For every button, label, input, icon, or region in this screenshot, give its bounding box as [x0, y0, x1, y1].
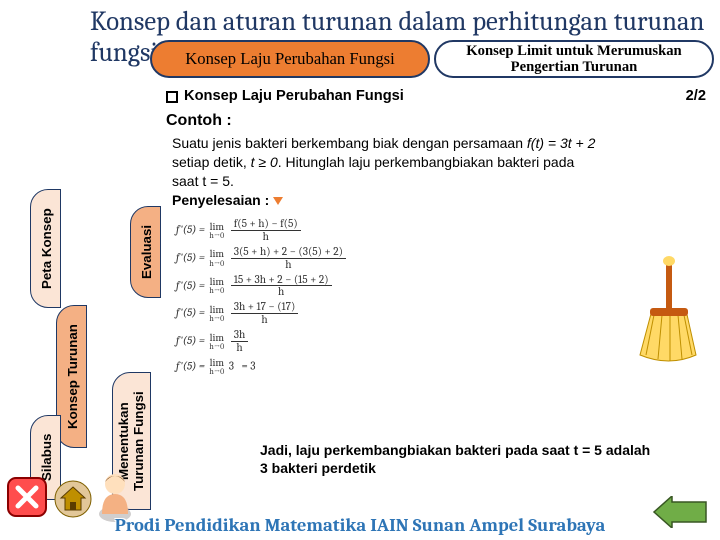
- solution-steps: f'(5) = limh→0 f(5 + h) − f(5)h f'(5) = …: [176, 218, 348, 380]
- section-title: Konsep Laju Perubahan Fungsi: [184, 88, 404, 104]
- conclusion-text: Jadi, laju perkembangbiakan bakteri pada…: [260, 442, 660, 477]
- tab-evaluasi[interactable]: Evaluasi: [130, 206, 161, 298]
- example-label: Contoh :: [166, 112, 712, 130]
- header-tabs: Konsep Laju Perubahan Fungsi Konsep Limi…: [150, 40, 714, 78]
- triangle-down-icon: [273, 197, 283, 205]
- footer-text: Prodi Pendidikan Matematika IAIN Sunan A…: [0, 514, 720, 536]
- problem-text: Suatu jenis bakteri berkembang biak deng…: [166, 134, 712, 210]
- tab-konsep-limit[interactable]: Konsep Limit untuk Merumuskan Pengertian…: [434, 40, 714, 78]
- tab-peta-konsep[interactable]: Peta Konsep: [30, 189, 61, 308]
- section-header: Konsep Laju Perubahan Fungsi 2/2: [160, 84, 712, 108]
- square-bullet-icon: [166, 91, 178, 103]
- tab-konsep-laju[interactable]: Konsep Laju Perubahan Fungsi: [150, 40, 430, 78]
- page-indicator: 2/2: [686, 88, 706, 104]
- broom-icon: [622, 255, 702, 365]
- close-icon[interactable]: [6, 476, 48, 518]
- home-icon[interactable]: [54, 480, 92, 518]
- content-area: Contoh : Suatu jenis bakteri berkembang …: [166, 112, 712, 210]
- side-tabs: Peta Konsep Konsep Turunan Evaluasi Sila…: [0, 80, 150, 480]
